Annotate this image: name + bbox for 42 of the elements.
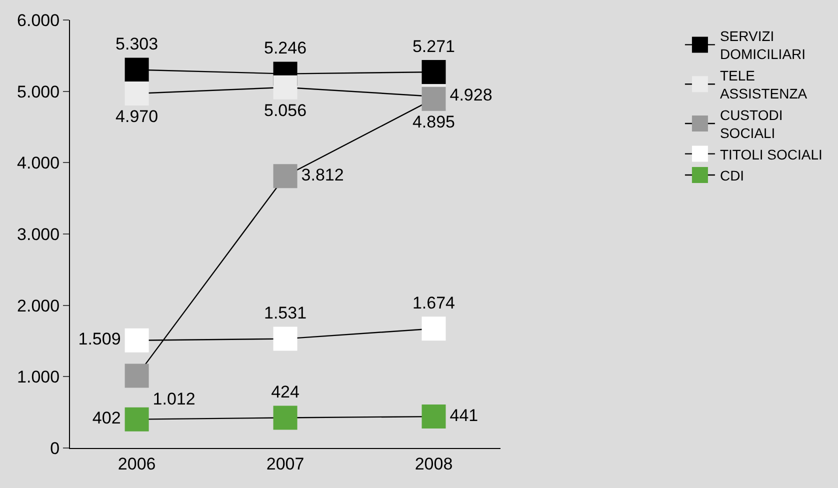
data-label: 1.012 (152, 390, 196, 409)
point (124, 81, 149, 106)
data-label: 5.303 (116, 34, 158, 54)
data-label: 1.674 (412, 293, 456, 312)
point (422, 60, 446, 84)
y-tick-label: 3.000 (17, 224, 60, 244)
legend-label: TELE ASSISTENZA (720, 67, 808, 102)
data-label: 4.895 (412, 112, 456, 132)
y-tick-label: 5.000 (17, 82, 60, 102)
x-tick-label: 2007 (266, 454, 304, 474)
data-label: 4.970 (116, 107, 158, 126)
data-label: 4.928 (450, 86, 492, 105)
point (273, 326, 298, 351)
legend-label: CUSTODI SOCIALI (720, 106, 783, 142)
data-label: 1.531 (264, 304, 307, 323)
data-label: 402 (92, 408, 121, 428)
point (273, 406, 298, 430)
point (124, 364, 149, 388)
x-tick-label: 2006 (118, 454, 156, 474)
point (124, 328, 149, 352)
data-label: 1.509 (78, 330, 121, 349)
point (422, 316, 446, 341)
y-tick-label: 2.000 (17, 296, 60, 316)
y-tick-label: 0 (50, 438, 60, 458)
point (273, 164, 298, 188)
data-label: 5.271 (412, 36, 456, 56)
legend-label: CDI (720, 167, 744, 184)
y-tick-label: 6.000 (17, 10, 60, 30)
data-label: 5.056 (264, 101, 307, 120)
point (273, 75, 298, 100)
x-tick-label: 2008 (414, 454, 453, 474)
legend-label: SERVIZI DOMICILIARI (720, 28, 806, 62)
y-tick-label: 1.000 (17, 368, 60, 387)
data-label: 424 (271, 382, 300, 402)
y-tick-label: 4.000 (17, 154, 60, 173)
point (124, 58, 149, 82)
data-label: 3.812 (301, 165, 344, 184)
legend-label: TITOLI SOCIALI (720, 146, 822, 162)
point (124, 407, 149, 432)
point (422, 404, 446, 429)
data-label: 441 (450, 406, 478, 425)
data-label: 5.246 (264, 38, 307, 58)
